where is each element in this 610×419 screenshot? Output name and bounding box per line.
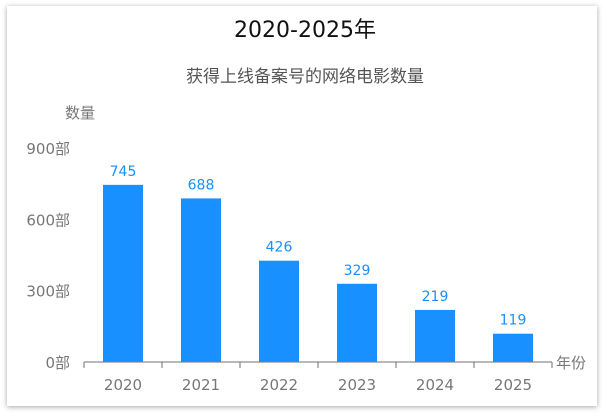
- x-tick-label: 2020: [104, 376, 142, 394]
- data-label: 219: [422, 289, 449, 305]
- x-tick-label: 2024: [416, 376, 454, 394]
- bar: [103, 184, 143, 362]
- data-label: 688: [188, 177, 215, 193]
- data-label: 119: [500, 313, 527, 329]
- chart-subtitle: 获得上线备案号的网络电影数量: [186, 67, 424, 87]
- y-tick-label: 600部: [26, 211, 70, 229]
- data-label: 745: [110, 164, 137, 180]
- x-tick-label: 2023: [338, 376, 376, 394]
- x-tick-label: 2025: [494, 376, 532, 394]
- x-axis-label: 年份: [556, 354, 586, 372]
- bar: [181, 198, 221, 362]
- bar: [415, 309, 455, 362]
- y-tick-label: 300部: [26, 283, 70, 301]
- y-axis-label: 数量: [65, 104, 95, 122]
- y-tick-label: 0部: [45, 354, 70, 372]
- x-tick-label: 2021: [182, 376, 220, 394]
- bar: [259, 260, 299, 362]
- y-tick-label: 900部: [26, 140, 70, 158]
- bar: [493, 333, 533, 362]
- bar: [337, 283, 377, 362]
- data-label: 329: [344, 263, 371, 279]
- chart-title: 2020-2025年: [234, 18, 376, 43]
- data-label: 426: [266, 240, 293, 256]
- x-tick-label: 2022: [260, 376, 298, 394]
